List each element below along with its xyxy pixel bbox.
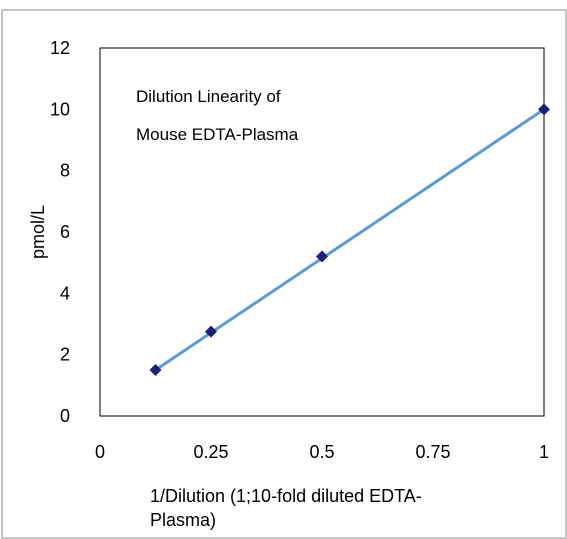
x-axis-label-line-2: Plasma)	[150, 510, 216, 530]
series-trendline	[154, 108, 545, 372]
y-tick-label: 8	[60, 161, 70, 181]
x-tick-label: 0.5	[309, 442, 334, 462]
annotation-line-2: Mouse EDTA-Plasma	[136, 125, 299, 144]
data-point	[538, 103, 550, 116]
x-tick-label: 0.25	[193, 442, 228, 462]
data-point	[149, 364, 162, 376]
y-tick-label: 4	[60, 283, 70, 303]
x-tick-label: 0	[95, 442, 105, 462]
series-markers	[149, 103, 550, 376]
y-tick-label: 6	[60, 222, 70, 242]
annotation-line-1: Dilution Linearity of	[136, 87, 281, 106]
x-tick-labels: 0 0.25 0.5 0.75 1	[95, 442, 549, 462]
plot-area	[99, 47, 545, 417]
x-tick-label: 1	[539, 442, 549, 462]
y-axis-label: pmol/L	[28, 205, 48, 259]
y-tick-label: 2	[60, 345, 70, 365]
y-tick-label: 0	[60, 406, 70, 426]
y-tick-label: 10	[50, 99, 70, 119]
y-tick-labels: 0 2 4 6 8 10 12	[50, 38, 70, 426]
y-tick-label: 12	[50, 38, 70, 58]
data-point	[316, 250, 328, 263]
x-tick-label: 0.75	[415, 442, 450, 462]
data-point	[205, 325, 217, 338]
chart-frame	[1, 9, 567, 539]
x-axis-label-line-1: 1/Dilution (1;10-fold diluted EDTA-	[150, 486, 422, 506]
